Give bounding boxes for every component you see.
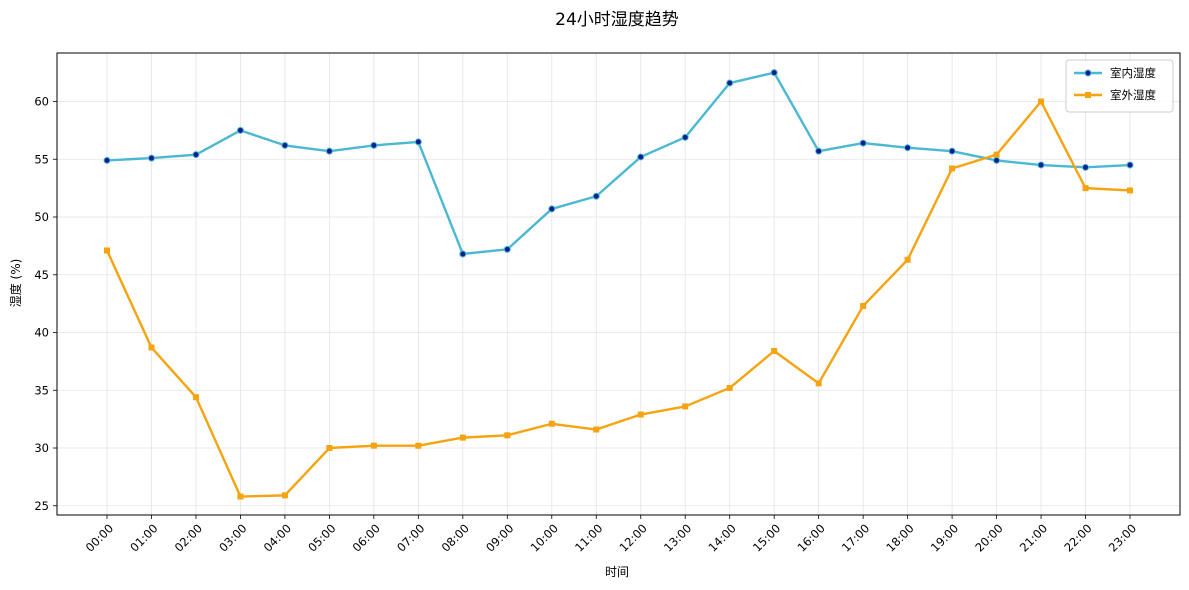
- series-2: [104, 98, 1133, 500]
- data-point: [415, 442, 422, 449]
- data-point: [904, 256, 911, 263]
- data-point: [237, 493, 244, 500]
- plot-area-frame: [56, 52, 1181, 516]
- series-line: [106, 71, 1131, 256]
- data-point: [1127, 187, 1133, 194]
- data-point: [637, 411, 644, 418]
- legend-marker: [1084, 69, 1092, 77]
- data-point: [459, 250, 467, 258]
- legend-marker: [1085, 92, 1091, 98]
- legend-label: 室内湿度: [1110, 66, 1156, 80]
- data-point: [815, 380, 822, 387]
- data-point: [993, 151, 1000, 158]
- series-1: [103, 69, 1134, 258]
- data-point: [326, 445, 333, 452]
- data-point: [726, 79, 734, 87]
- y-tick-label: 25: [34, 499, 49, 513]
- data-point: [770, 69, 778, 77]
- data-point: [103, 156, 111, 164]
- data-point: [192, 151, 200, 159]
- data-point: [325, 147, 333, 155]
- data-point: [593, 426, 600, 433]
- data-point: [1126, 161, 1134, 169]
- data-point: [192, 394, 199, 401]
- data-point: [637, 153, 645, 161]
- data-point: [904, 144, 912, 152]
- legend-item: 室外湿度: [1074, 88, 1156, 102]
- y-tick-label: 55: [34, 152, 49, 166]
- y-axis-label: 湿度 (%): [8, 259, 23, 308]
- y-tick-label: 45: [34, 268, 49, 282]
- data-point: [147, 154, 155, 162]
- chart-title: 24小时湿度趋势: [555, 10, 679, 30]
- grid: [57, 53, 1180, 515]
- data-point: [548, 205, 556, 213]
- data-point: [370, 141, 378, 149]
- data-point: [104, 247, 110, 254]
- data-point: [236, 126, 244, 134]
- y-tick-label: 50: [34, 210, 49, 224]
- data-point: [993, 156, 1001, 164]
- data-point: [949, 165, 956, 172]
- data-point: [281, 492, 288, 499]
- data-point: [148, 344, 155, 351]
- data-point: [1037, 161, 1045, 169]
- data-point: [1082, 185, 1089, 192]
- data-point: [1082, 163, 1090, 171]
- data-point: [771, 347, 778, 354]
- data-point: [948, 147, 956, 155]
- data-point: [503, 245, 511, 253]
- y-tick-label: 30: [34, 441, 49, 455]
- data-point: [459, 434, 466, 441]
- data-point: [1038, 98, 1045, 105]
- data-point: [682, 403, 689, 410]
- legend-label: 室外湿度: [1110, 88, 1156, 102]
- data-point: [504, 432, 511, 439]
- data-point: [726, 384, 733, 391]
- y-tick-label: 35: [34, 383, 49, 397]
- legend-item: 室内湿度: [1074, 66, 1156, 80]
- data-point: [414, 138, 422, 146]
- data-point: [370, 442, 377, 449]
- y-tick-label: 60: [34, 95, 49, 109]
- data-point: [592, 192, 600, 200]
- x-axis-label: 时间: [605, 565, 629, 579]
- series-layer: [103, 69, 1134, 500]
- series-line: [105, 100, 1131, 498]
- data-point: [859, 139, 867, 147]
- data-point: [860, 302, 867, 309]
- data-point: [281, 141, 289, 149]
- y-tick-label: 40: [34, 326, 49, 340]
- data-point: [681, 133, 689, 141]
- y-axis-ticks: 25 30 35 40 45 50 55 60: [34, 95, 57, 513]
- data-point: [815, 147, 823, 155]
- data-point: [548, 420, 555, 427]
